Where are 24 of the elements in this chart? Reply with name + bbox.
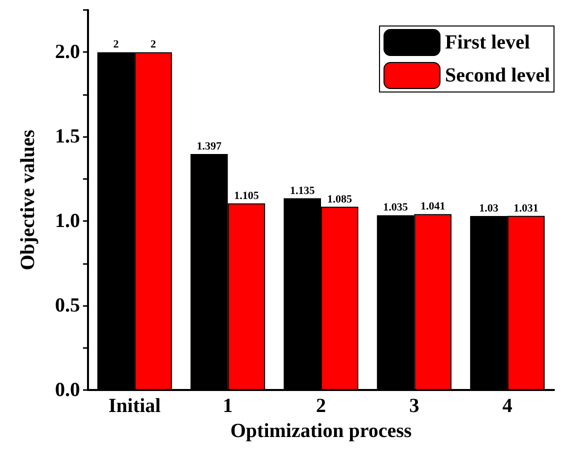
x-tick-label: 3 (409, 395, 420, 417)
y-tick-label: 1.0 (55, 210, 80, 232)
y-tick-label: 0.0 (55, 379, 80, 401)
data-label: 1.397 (196, 140, 222, 153)
y-tick-label: 1.5 (55, 126, 80, 148)
data-label: 1.03 (479, 202, 499, 215)
data-label: 1.135 (290, 184, 316, 197)
x-tick-label: 2 (316, 395, 326, 417)
legend-label: Second level (445, 64, 550, 86)
x-tick-label: 1 (222, 395, 233, 417)
data-label: 1.105 (234, 190, 260, 202)
data-label: 2 (113, 38, 120, 51)
legend-label: First level (445, 32, 530, 54)
y-tick-label: 2.0 (55, 41, 80, 64)
y-tick-label: 0.5 (55, 294, 80, 317)
x-tick-label: Initial (108, 395, 162, 417)
data-label: 2 (150, 38, 156, 51)
y-axis-title: Objective values (17, 130, 39, 270)
data-label: 1.031 (514, 202, 538, 214)
data-label: 1.041 (420, 200, 446, 213)
x-tick-label: 4 (502, 395, 512, 417)
data-label: 1.085 (327, 193, 353, 206)
data-label: 1.035 (383, 202, 408, 214)
x-axis-title: Optimization process (230, 420, 412, 442)
